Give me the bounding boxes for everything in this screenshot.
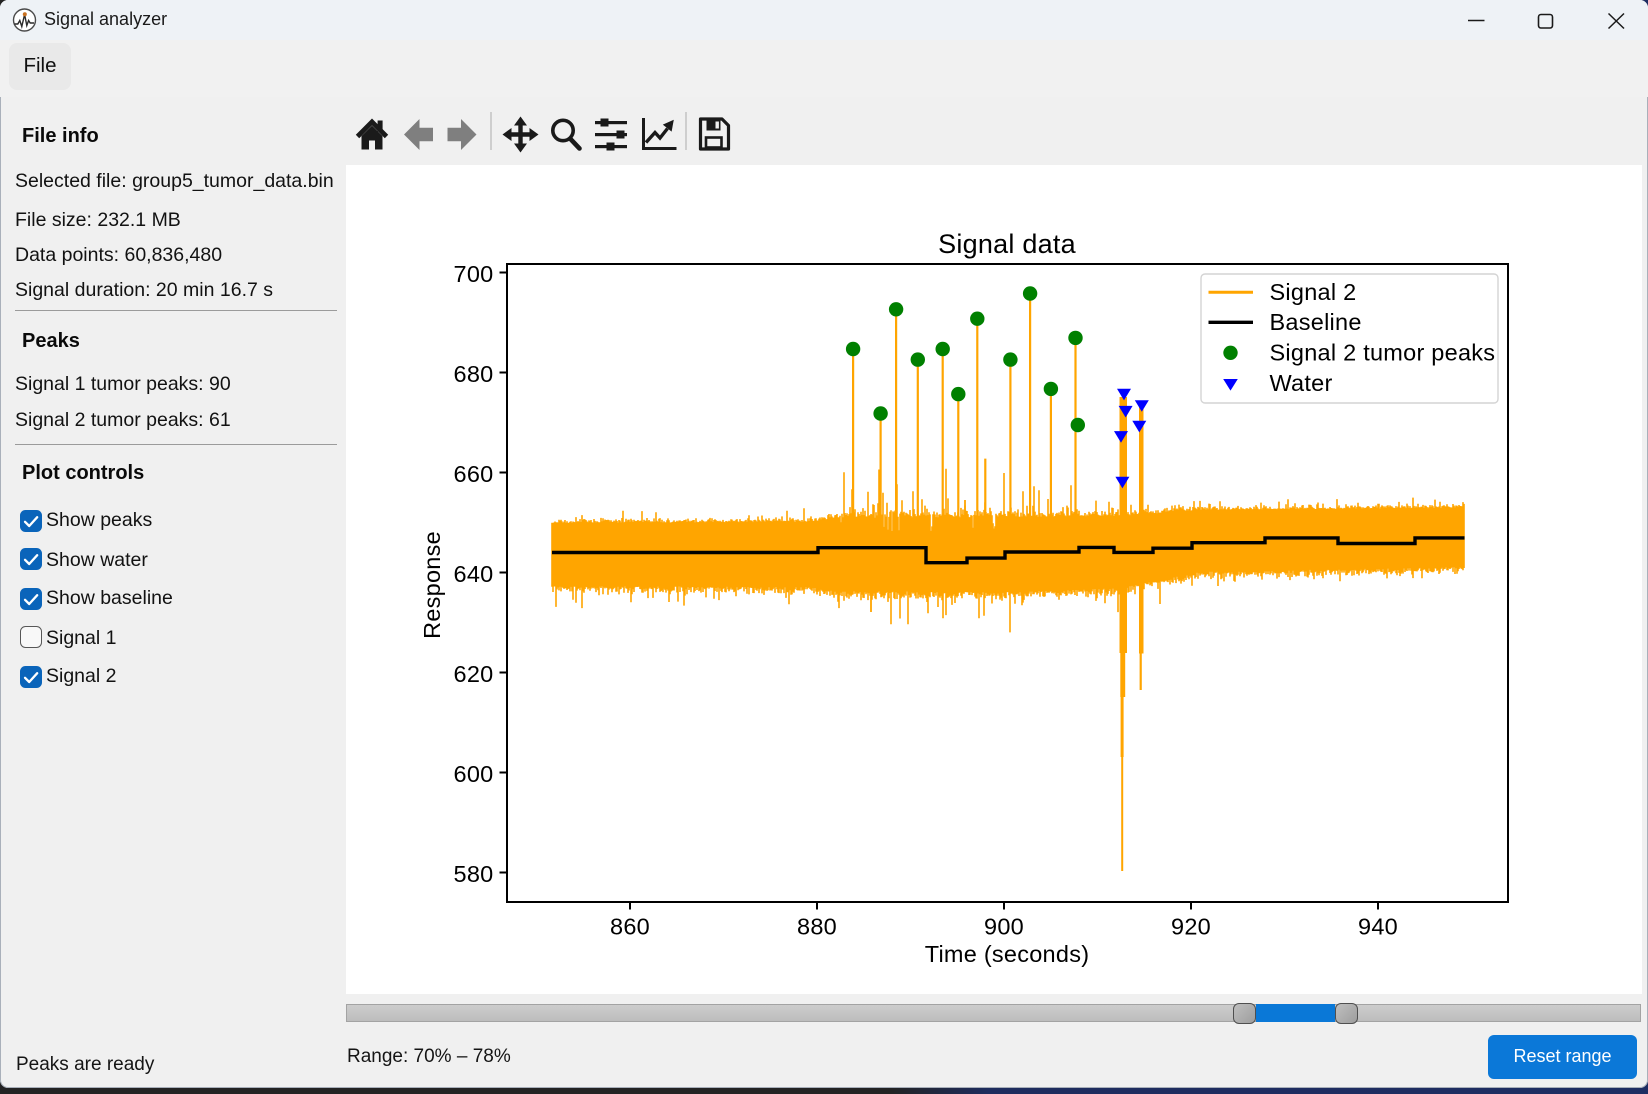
svg-text:Response: Response xyxy=(419,531,445,639)
svg-text:700: 700 xyxy=(454,261,494,287)
svg-text:900: 900 xyxy=(984,914,1024,940)
svg-text:660: 660 xyxy=(454,461,494,487)
svg-text:Water: Water xyxy=(1270,370,1333,396)
svg-text:620: 620 xyxy=(454,661,494,687)
svg-text:880: 880 xyxy=(797,914,837,940)
svg-text:920: 920 xyxy=(1171,914,1211,940)
svg-text:680: 680 xyxy=(454,361,494,387)
svg-text:580: 580 xyxy=(454,861,494,887)
svg-text:940: 940 xyxy=(1358,914,1398,940)
svg-text:600: 600 xyxy=(454,761,494,787)
svg-text:640: 640 xyxy=(454,561,494,587)
svg-text:Signal 2 tumor peaks: Signal 2 tumor peaks xyxy=(1270,340,1496,366)
svg-text:Time (seconds): Time (seconds) xyxy=(925,941,1090,967)
svg-text:Signal data: Signal data xyxy=(938,229,1077,259)
svg-text:860: 860 xyxy=(610,914,650,940)
svg-text:Baseline: Baseline xyxy=(1270,309,1362,335)
svg-text:Signal 2: Signal 2 xyxy=(1270,279,1357,305)
